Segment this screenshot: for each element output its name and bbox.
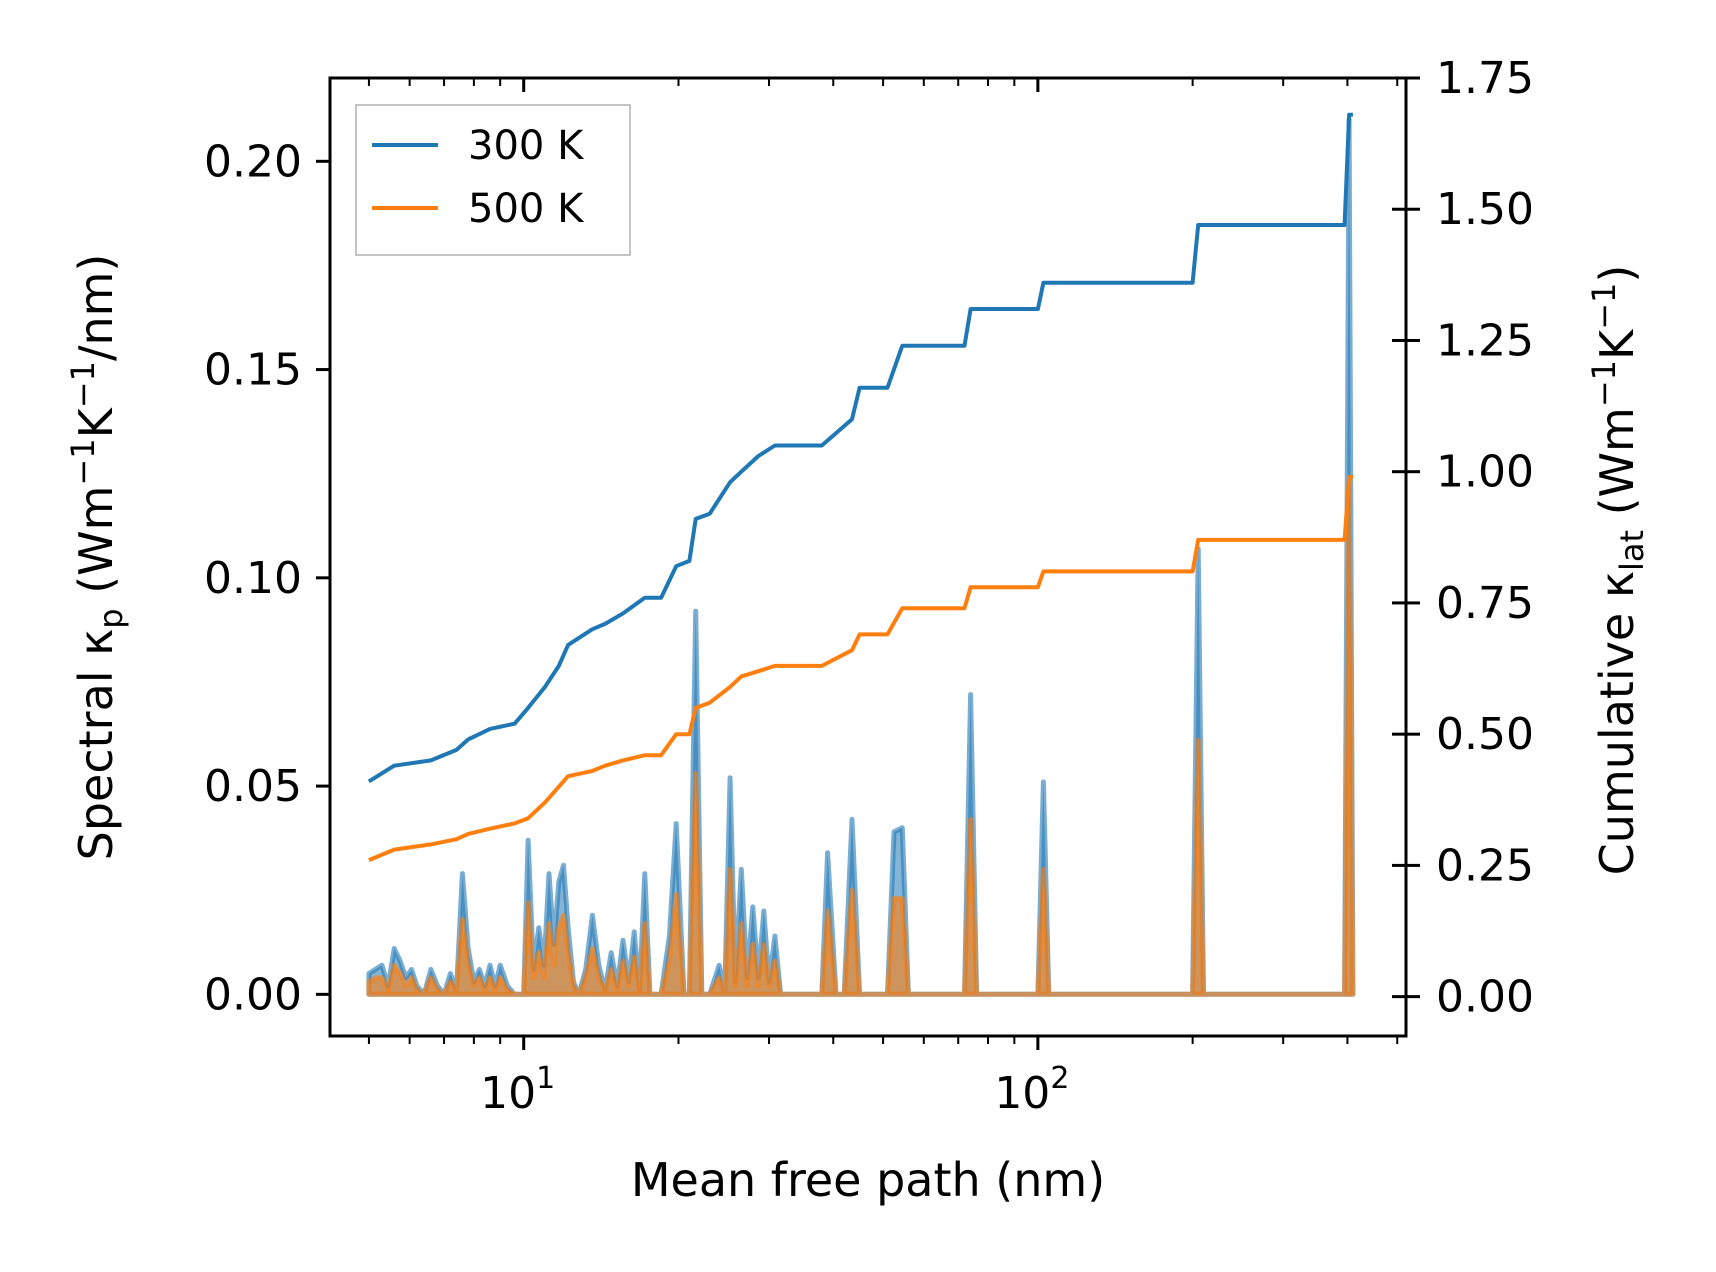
y-right-tick-label: 0.00 — [1436, 972, 1534, 1023]
legend: 300 K 500 K — [355, 104, 631, 256]
y-left-tick-label: 0.10 — [204, 553, 302, 604]
x-axis-label: Mean free path (nm) — [631, 1153, 1105, 1207]
spectral-area-500k — [366, 479, 1356, 997]
y-left-tick-label: 0.05 — [204, 761, 302, 812]
legend-label-300k: 300 K — [468, 123, 585, 169]
y-right-tick-label: 1.75 — [1436, 53, 1534, 104]
y-axis-left-label: Spectral κp (Wm−1K−1/nm) — [64, 254, 130, 861]
y-axis-right-label: Cumulative κlat (Wm−1K−1) — [1585, 265, 1651, 876]
y-right-tick-label: 1.50 — [1436, 184, 1534, 235]
y-right-tick-label: 1.25 — [1436, 315, 1534, 366]
y-left-tick-label: 0.15 — [204, 345, 302, 396]
y-right-tick-label: 0.50 — [1436, 709, 1534, 760]
y-left-tick-label: 0.20 — [204, 136, 302, 187]
axes-frame — [328, 76, 1408, 1038]
legend-label-500k: 500 K — [468, 186, 585, 232]
y-right-tick-label: 0.25 — [1436, 840, 1534, 891]
plot-area — [366, 112, 1356, 997]
legend-box — [355, 104, 631, 256]
y-right-tick-label: 0.75 — [1436, 578, 1534, 629]
cumulative-line-300k — [367, 112, 1353, 784]
x-tick-label: 101 — [480, 1061, 555, 1119]
y-left-tick-label: 0.00 — [204, 969, 302, 1020]
x-tick-label: 102 — [994, 1061, 1069, 1119]
cumulative-line-500k — [368, 474, 1353, 862]
y-right-tick-label: 1.00 — [1436, 447, 1534, 498]
